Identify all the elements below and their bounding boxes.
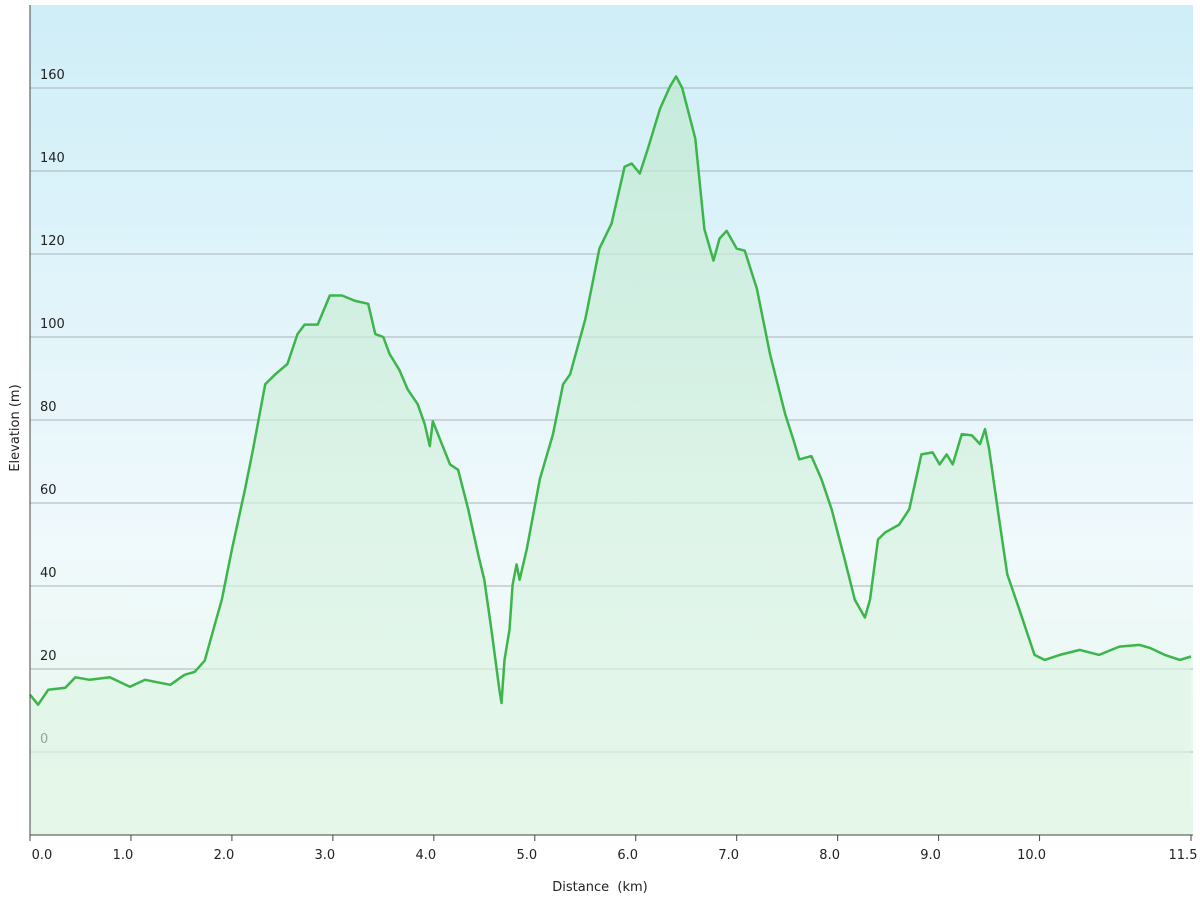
y-tick-label: 140 bbox=[40, 151, 65, 166]
x-tick-label: 9.0 bbox=[920, 848, 941, 863]
y-tick-label: 100 bbox=[40, 317, 65, 332]
x-tick-label: 10.0 bbox=[1017, 848, 1046, 863]
y-tick-label: 80 bbox=[40, 400, 57, 415]
x-tick-label: 7.0 bbox=[718, 848, 739, 863]
x-tick-label: 11.5 bbox=[1169, 848, 1198, 863]
x-tick-label: 2.0 bbox=[214, 848, 235, 863]
x-tick-label: 3.0 bbox=[315, 848, 336, 863]
y-tick-label: 60 bbox=[40, 483, 57, 498]
x-tick-label: 8.0 bbox=[819, 848, 840, 863]
x-tick-label: 6.0 bbox=[617, 848, 638, 863]
x-tick-label: 4.0 bbox=[415, 848, 436, 863]
x-axis-title: Distance (km) bbox=[552, 880, 647, 895]
y-tick-label: 120 bbox=[40, 234, 65, 249]
area-fill bbox=[30, 76, 1191, 835]
y-tick-label: 20 bbox=[40, 649, 57, 664]
y-tick-label: 40 bbox=[40, 566, 57, 581]
y-tick-label: 160 bbox=[40, 68, 65, 83]
x-tick-label: 5.0 bbox=[516, 848, 537, 863]
y-axis-title: Elevation (m) bbox=[8, 384, 23, 471]
x-tick-label: 1.0 bbox=[113, 848, 134, 863]
elevation-line bbox=[29, 75, 1192, 706]
x-tick-label: 0.0 bbox=[32, 848, 53, 863]
